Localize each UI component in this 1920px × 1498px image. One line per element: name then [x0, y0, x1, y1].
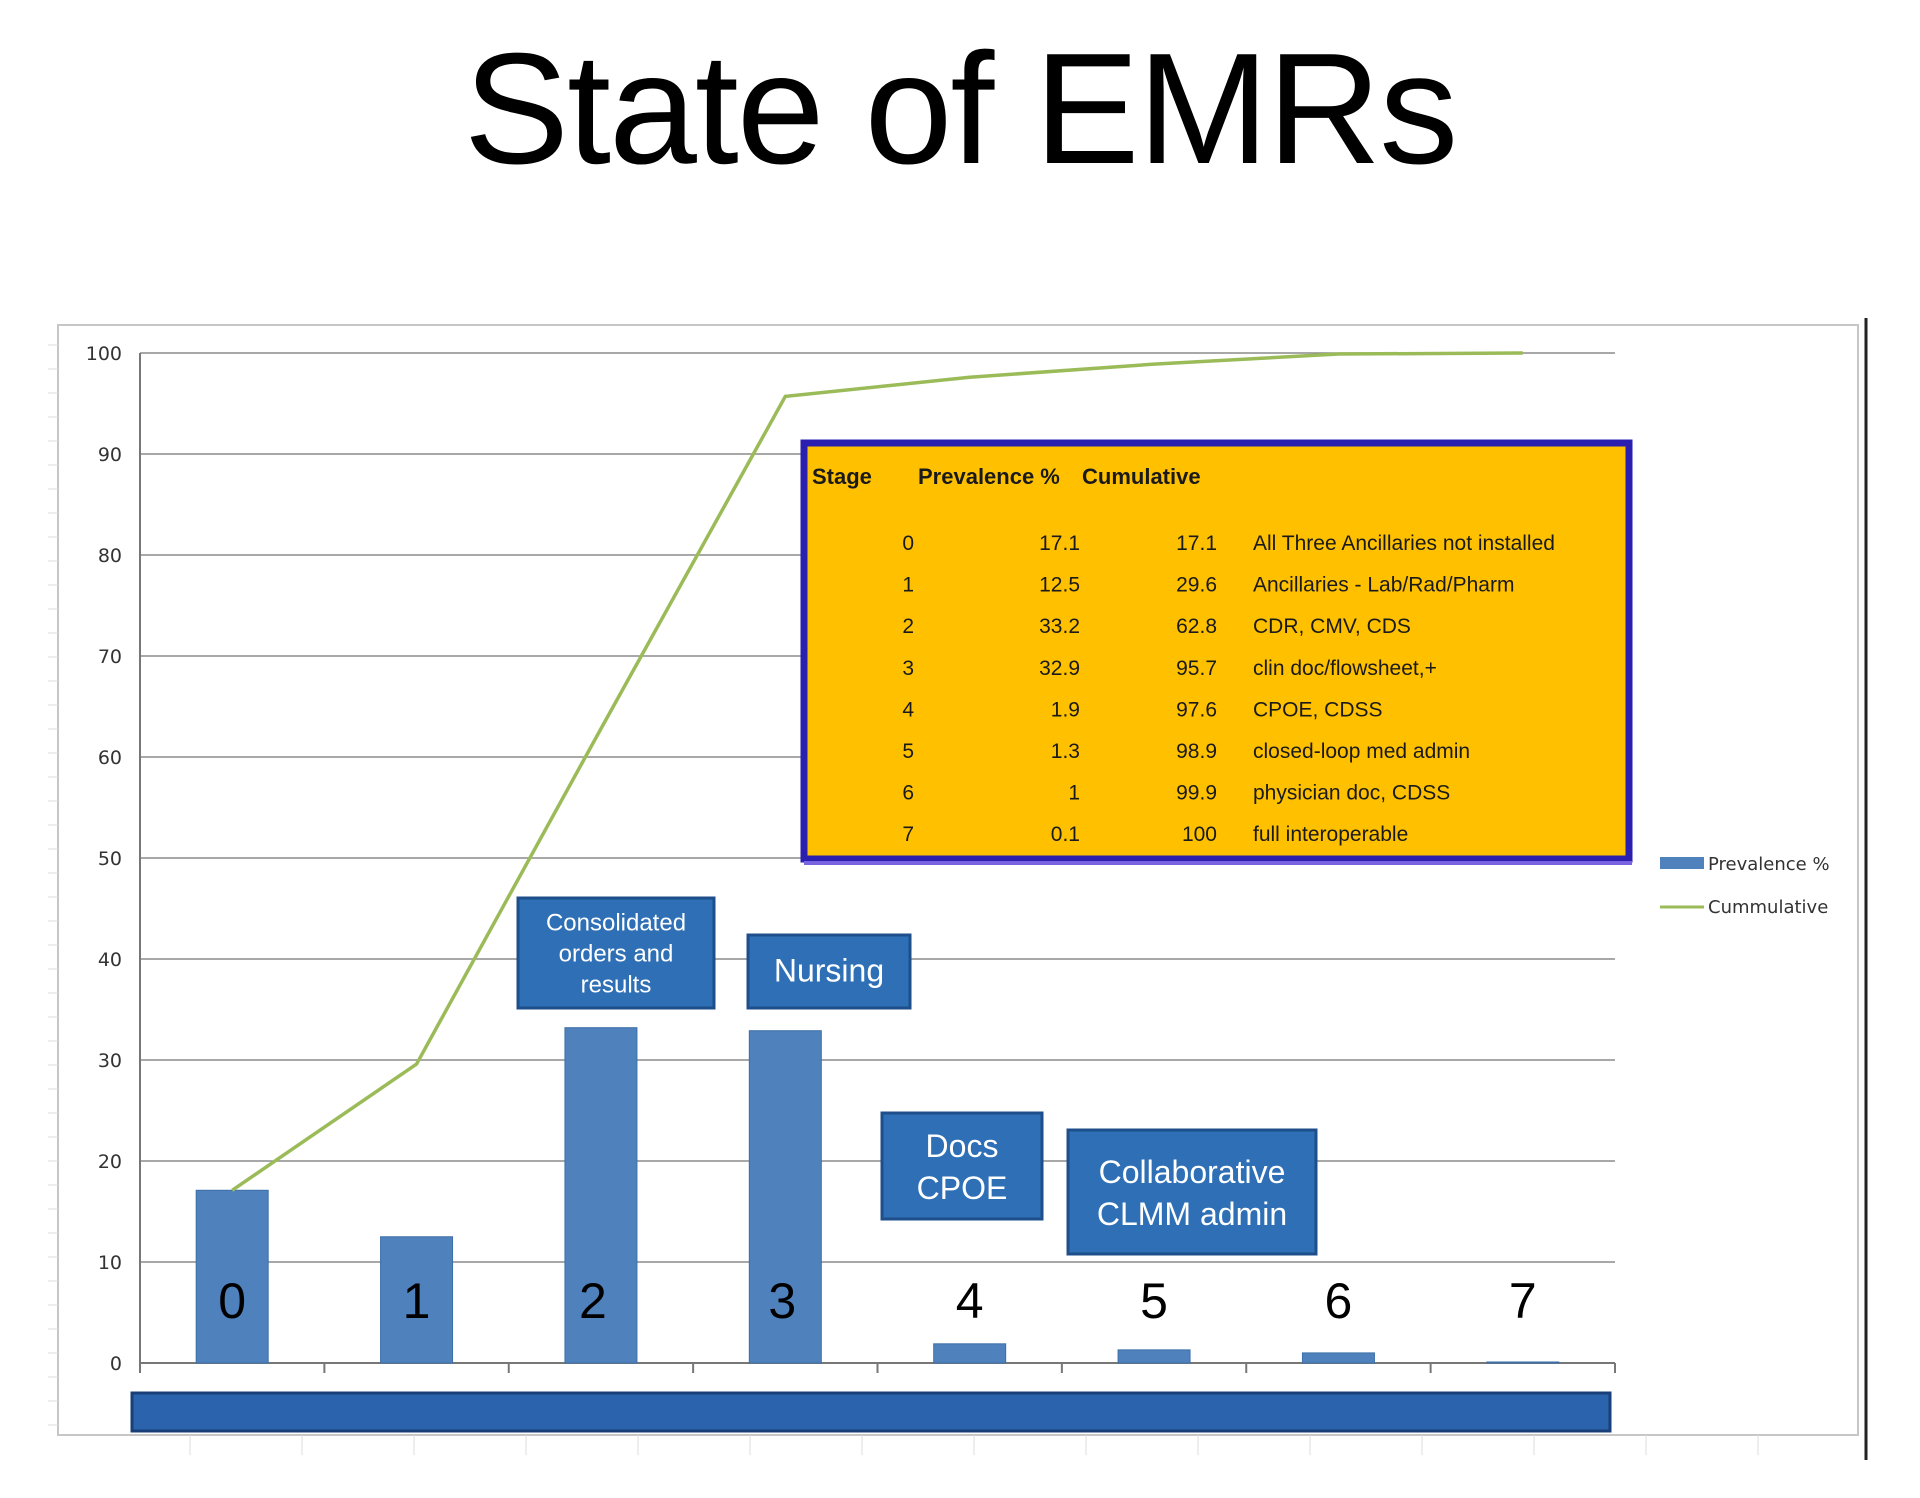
table-cell-description: clin doc/flowsheet,+ [1253, 657, 1437, 680]
legend-label-prevalence: Prevalence % [1708, 854, 1830, 875]
table-header-2: Cumulative [1082, 464, 1201, 489]
table-cell-prevalence: 1.3 [1051, 740, 1080, 763]
table-cell-prevalence: 32.9 [1039, 657, 1080, 680]
table-cell-cumulative: 98.9 [1176, 740, 1217, 763]
callout-stage-4-box [880, 1111, 1044, 1221]
callout-stage-4-text: CPOE [917, 1170, 1008, 1206]
callout-stage-4-text: Docs [926, 1128, 999, 1164]
table-box [800, 439, 1633, 863]
stage-number-0: 0 [218, 1273, 246, 1329]
table-cell-stage: 6 [902, 782, 914, 805]
table-cell-stage: 3 [902, 657, 914, 680]
legend-label-cumulative: Cummulative [1708, 897, 1828, 918]
callout-stage-2-text: orders and [559, 941, 674, 968]
callout-stage-5-text: CLMM admin [1097, 1196, 1287, 1232]
y-tick-label: 40 [98, 949, 122, 971]
table-cell-description: Ancillaries - Lab/Rad/Pharm [1253, 574, 1514, 597]
legend: Prevalence % Cummulative [1660, 854, 1830, 918]
table-cell-prevalence: 0.1 [1051, 823, 1080, 846]
y-tick-label: 10 [98, 1252, 122, 1274]
table-cell-cumulative: 62.8 [1176, 615, 1217, 638]
prevalence-bars [195, 1027, 1560, 1364]
table-cell-cumulative: 95.7 [1176, 657, 1217, 680]
legend-swatch-prevalence [1660, 857, 1704, 869]
stage-number-7: 7 [1509, 1273, 1537, 1329]
callout-stage-3: Nursing [746, 933, 912, 1010]
y-tick-label: 70 [98, 646, 122, 668]
callout-stage-3-box [746, 933, 912, 1010]
y-tick-label: 0 [110, 1353, 122, 1375]
stage-number-6: 6 [1325, 1273, 1353, 1329]
y-tick-label: 60 [98, 747, 122, 769]
bar-stage-5 [1117, 1349, 1191, 1364]
callout-stage-2-box [516, 896, 716, 1010]
bottom-bar [130, 1391, 1612, 1433]
table-header-0: Stage [812, 464, 872, 489]
stage-number-4: 4 [956, 1273, 984, 1329]
table-cell-prevalence: 33.2 [1039, 615, 1080, 638]
table-cell-stage: 1 [902, 574, 914, 597]
slide-title: State of EMRs [463, 21, 1459, 197]
y-tick-label: 80 [98, 545, 122, 567]
table-cell-prevalence: 1.9 [1051, 698, 1080, 721]
table-cell-description: All Three Ancillaries not installed [1253, 532, 1555, 555]
table-cell-stage: 0 [902, 532, 914, 555]
stage-callouts: Consolidated orders and results Nursing Docs… [516, 896, 1318, 1256]
table-cell-description: CPOE, CDSS [1253, 698, 1383, 721]
table-cell-cumulative: 99.9 [1176, 782, 1217, 805]
stage-number-3: 3 [768, 1273, 796, 1329]
callout-stage-5-text: Collaborative [1099, 1154, 1286, 1190]
callout-stage-4: Docs CPOE [880, 1111, 1044, 1221]
bar-stage-7 [1486, 1361, 1560, 1364]
stage-number-5: 5 [1140, 1273, 1168, 1329]
table-cell-stage: 7 [902, 823, 914, 846]
callout-stage-2-text: results [581, 972, 652, 999]
bar-stage-6 [1301, 1352, 1375, 1364]
cumulative-line [231, 351, 1523, 1192]
table-cell-prevalence: 12.5 [1039, 574, 1080, 597]
table-cell-description: closed-loop med admin [1253, 740, 1470, 763]
table-cell-prevalence: 1 [1068, 782, 1080, 805]
table-cell-stage: 2 [902, 615, 914, 638]
y-tick-label: 20 [98, 1151, 122, 1173]
table-cell-prevalence: 17.1 [1039, 532, 1080, 555]
callout-stage-2-text: Consolidated [546, 910, 686, 937]
table-cell-description: physician doc, CDSS [1253, 782, 1450, 805]
table-header-1: Prevalence % [918, 464, 1060, 489]
table-cell-description: CDR, CMV, CDS [1253, 615, 1411, 638]
callout-stage-5: Collaborative CLMM admin [1066, 1128, 1318, 1256]
y-axis-ticks: 0 10 20 30 40 50 60 70 80 90 100 [86, 343, 122, 1375]
callout-stage-2: Consolidated orders and results [516, 896, 716, 1010]
stage-table: Stage Prevalence % Cumulative 0 17.1 17.1 All … [800, 439, 1633, 865]
table-cell-description: full interoperable [1253, 823, 1408, 846]
callout-stage-3-text: Nursing [774, 953, 884, 989]
y-tick-label: 90 [98, 444, 122, 466]
y-tick-label: 100 [86, 343, 122, 365]
cumulative-polyline [231, 351, 1523, 1192]
bar-stage-4 [933, 1343, 1007, 1364]
stage-number-1: 1 [403, 1273, 431, 1329]
bar-stage-1 [380, 1236, 454, 1364]
table-cell-cumulative: 100 [1182, 823, 1217, 846]
callout-stage-5-box [1066, 1128, 1318, 1256]
table-cell-cumulative: 29.6 [1176, 574, 1217, 597]
table-cell-cumulative: 97.6 [1176, 698, 1217, 721]
bar-stage-0 [195, 1189, 269, 1364]
table-cell-stage: 4 [902, 698, 914, 721]
y-tick-label: 30 [98, 1050, 122, 1072]
bar-stage-2 [564, 1027, 638, 1364]
y-tick-label: 50 [98, 848, 122, 870]
stage-number-labels: 0 1 2 3 4 5 6 7 [218, 1273, 1536, 1329]
stage-number-2: 2 [579, 1273, 607, 1329]
table-cell-stage: 5 [902, 740, 914, 763]
bar-stage-3 [748, 1030, 822, 1364]
table-cell-cumulative: 17.1 [1176, 532, 1217, 555]
